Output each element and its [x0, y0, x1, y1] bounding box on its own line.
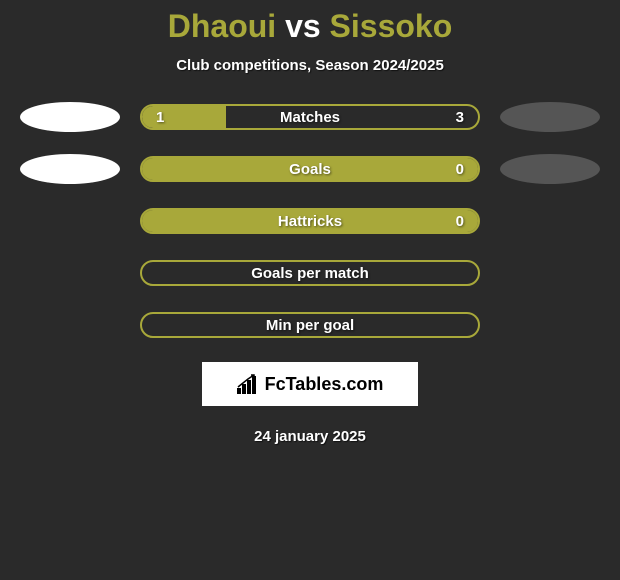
stat-value-right: 0	[456, 210, 464, 232]
date-text: 24 january 2025	[0, 428, 620, 445]
player2-marker	[500, 154, 600, 184]
player2-marker	[500, 102, 600, 132]
stat-bar: Goals0	[140, 156, 480, 182]
fctables-icon	[237, 374, 261, 394]
stat-row: Min per goal	[0, 310, 620, 340]
subtitle: Club competitions, Season 2024/2025	[0, 57, 620, 74]
logo-box: FcTables.com	[202, 362, 418, 406]
stat-bar: Matches1 3	[140, 104, 480, 130]
player1-marker	[20, 154, 120, 184]
stat-row: Goals0	[0, 154, 620, 184]
page-title: Dhaoui vs Sissoko	[0, 8, 620, 45]
player1-marker	[20, 102, 120, 132]
stat-value-right: 0	[456, 158, 464, 180]
stat-label: Min per goal	[142, 314, 478, 336]
player1-name: Dhaoui	[168, 8, 276, 44]
stat-value-left: 1	[156, 106, 164, 128]
stat-label: Goals per match	[142, 262, 478, 284]
stat-row: Goals per match	[0, 258, 620, 288]
stat-label: Goals	[142, 158, 478, 180]
comparison-widget: Dhaoui vs Sissoko Club competitions, Sea…	[0, 0, 620, 445]
stat-label: Hattricks	[142, 210, 478, 232]
stat-value-right: 3	[456, 106, 464, 128]
stat-bar: Min per goal	[140, 312, 480, 338]
logo-text: FcTables.com	[265, 374, 384, 395]
stats-list: Matches13Goals0Hattricks0Goals per match…	[0, 102, 620, 340]
stat-label: Matches	[142, 106, 478, 128]
stat-row: Matches1 3	[0, 102, 620, 132]
player2-name: Sissoko	[330, 8, 453, 44]
stat-row: Hattricks0	[0, 206, 620, 236]
stat-bar: Hattricks0	[140, 208, 480, 234]
vs-text: vs	[285, 8, 321, 44]
stat-bar: Goals per match	[140, 260, 480, 286]
